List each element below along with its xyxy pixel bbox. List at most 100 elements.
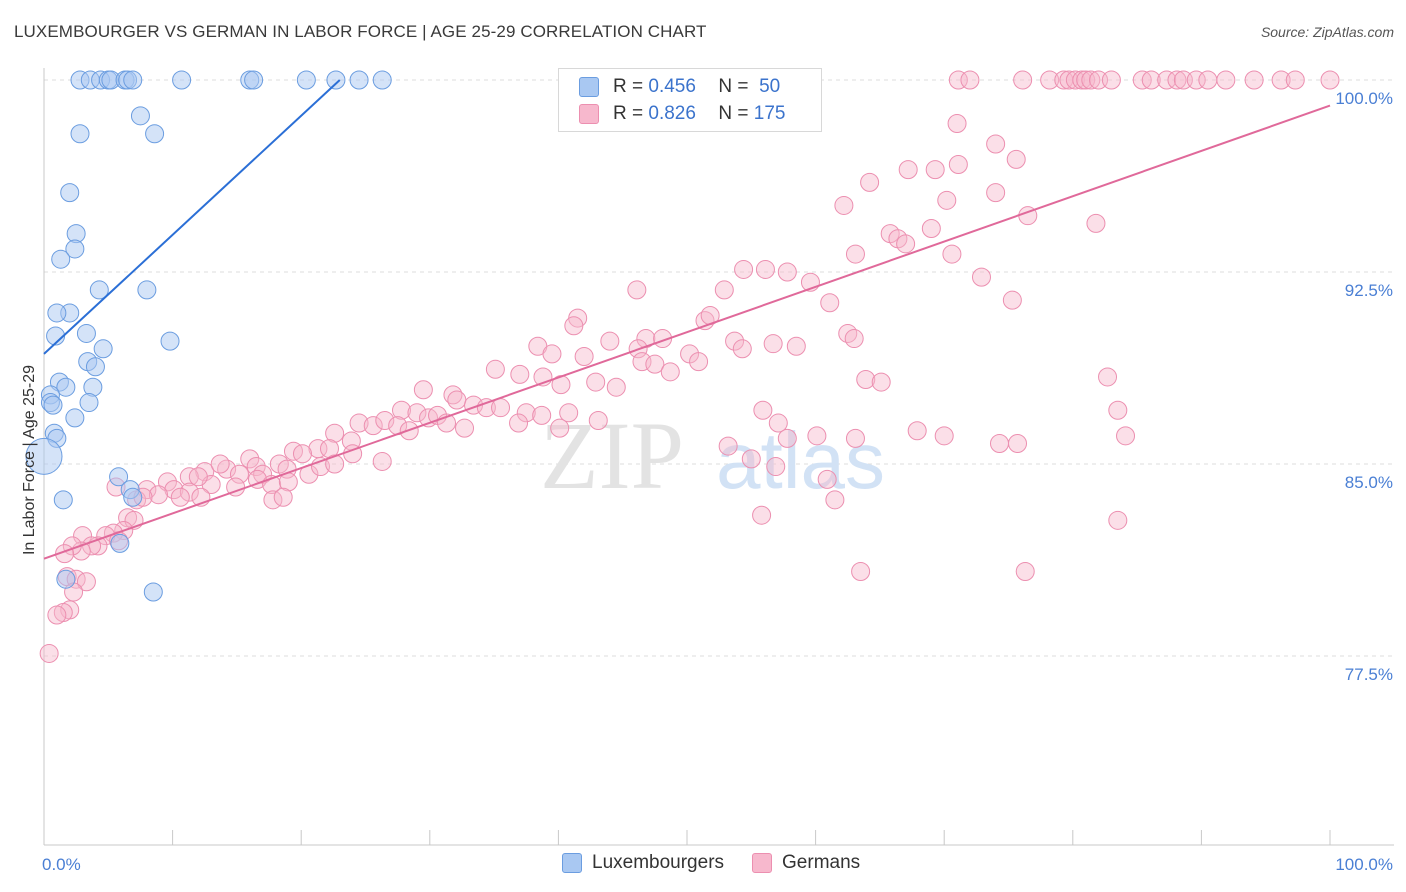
german-point [76, 572, 96, 592]
series-legend: Luxembourgers Germans [562, 852, 860, 874]
german-point [485, 359, 505, 379]
german-point [1285, 70, 1305, 90]
y-tick-label: 85.0% [1345, 473, 1393, 492]
german-point [925, 160, 945, 180]
watermark-atlas: atlas [716, 416, 885, 505]
german-point [921, 218, 941, 238]
german-point [1002, 290, 1022, 310]
german-point [838, 323, 858, 343]
german-point [752, 505, 772, 525]
legend-germans: Germans [782, 852, 861, 873]
german-point [559, 403, 579, 423]
german-point [325, 454, 345, 474]
x-tick-label: 0.0% [42, 855, 81, 874]
german-point [491, 398, 511, 418]
german-point [349, 413, 369, 433]
german-point [1216, 70, 1236, 90]
german-point [718, 436, 738, 456]
luxembourger-point [349, 70, 369, 90]
german-point [725, 331, 745, 351]
luxembourger-point [76, 323, 96, 343]
luxembourger-point [53, 490, 73, 510]
german-point [934, 426, 954, 446]
german-point [986, 183, 1006, 203]
german-point [948, 70, 968, 90]
luxembourger-point [43, 395, 63, 415]
german-point [851, 562, 871, 582]
german-point [825, 490, 845, 510]
german-point [217, 459, 237, 479]
german-point [947, 114, 967, 134]
german-point [834, 195, 854, 215]
german-point [971, 267, 991, 287]
german-point [574, 346, 594, 366]
luxembourger-point [244, 70, 264, 90]
german-point [1081, 70, 1101, 90]
luxembourger-swatch [579, 77, 599, 97]
german-point [542, 344, 562, 364]
german-point [1198, 70, 1218, 90]
luxembourger-point [109, 467, 129, 487]
luxembourger-legend-swatch [562, 853, 582, 873]
german-point [1065, 70, 1085, 90]
german-legend-swatch [752, 853, 773, 873]
n-value: 175 [753, 103, 786, 124]
chart-title: LUXEMBOURGER VS GERMAN IN LABOR FORCE | … [14, 22, 707, 41]
german-point [550, 418, 570, 438]
german-point [363, 416, 383, 436]
german-point [942, 244, 962, 264]
german-point [39, 643, 59, 663]
german-point [753, 400, 773, 420]
luxembourger-point [47, 303, 67, 323]
luxembourger-point [85, 357, 105, 377]
german-point [766, 457, 786, 477]
german-point [392, 400, 412, 420]
german-point [1186, 70, 1206, 90]
german-point [476, 398, 496, 418]
german-point [188, 467, 208, 487]
n-value: 50 [759, 76, 781, 97]
luxembourger-point [56, 377, 76, 397]
german-point [532, 405, 552, 425]
german-point [741, 449, 761, 469]
luxembourger-point [65, 239, 85, 259]
german-point [509, 413, 529, 433]
german-point [606, 377, 626, 397]
luxembourger-point [60, 183, 80, 203]
german-point [844, 329, 864, 349]
german-point [413, 380, 433, 400]
german-point [1006, 149, 1026, 169]
german-point [273, 487, 293, 507]
luxembourger-point [145, 124, 165, 144]
german-point [1244, 70, 1264, 90]
luxembourger-point [56, 569, 76, 589]
y-axis-label: In Labor Force | Age 25-29 [21, 365, 38, 555]
german-point [1015, 562, 1035, 582]
german-point [856, 370, 876, 390]
legend-row-luxembourgers: R = 0.456 N = 50 [579, 75, 780, 99]
luxembourger-point [296, 70, 316, 90]
german-point [1108, 400, 1128, 420]
german-point [871, 372, 891, 392]
german-point [510, 364, 530, 384]
luxembourger-point [89, 280, 109, 300]
german-point [1013, 70, 1033, 90]
german-point [447, 390, 467, 410]
german-point [600, 331, 620, 351]
luxembourger-point [130, 106, 150, 126]
german-point [292, 444, 312, 464]
german-point [907, 421, 927, 441]
german-point [960, 70, 980, 90]
y-tick-label: 77.5% [1345, 665, 1393, 684]
german-point [777, 262, 797, 282]
luxembourger-point [172, 70, 192, 90]
luxembourger-point [123, 487, 143, 507]
n-label: N = [718, 76, 749, 97]
x-tick-label: 100.0% [1335, 855, 1393, 874]
german-point [986, 134, 1006, 154]
r-value: 0.456 [648, 76, 696, 97]
german-point [1101, 70, 1121, 90]
luxembourger-point [79, 393, 99, 413]
german-point [1008, 434, 1028, 454]
german-points [39, 70, 1340, 663]
